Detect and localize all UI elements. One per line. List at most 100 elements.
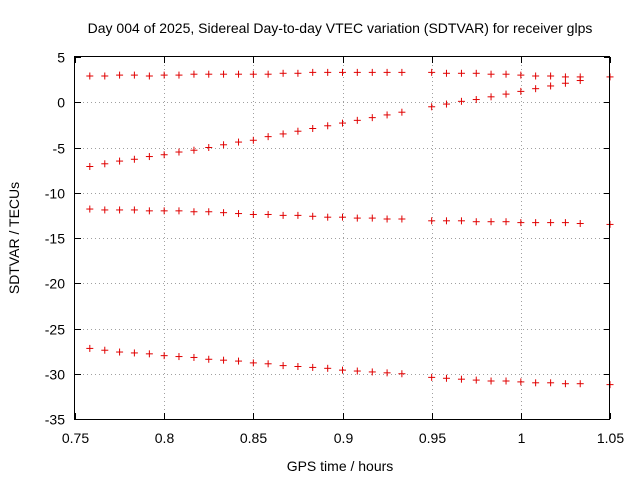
- data-point-track-2: [368, 114, 376, 122]
- data-point-track-2: [309, 124, 317, 132]
- data-point-track-4: [205, 355, 213, 363]
- data-point-track-3: [294, 211, 302, 219]
- data-point-track-3: [398, 215, 406, 223]
- data-point-track-3: [472, 218, 480, 226]
- data-point-track-4: [294, 363, 302, 371]
- data-point-track-2: [398, 108, 406, 116]
- data-point-track-3: [116, 206, 124, 214]
- data-point-track-2: [502, 90, 510, 98]
- data-point-track-4: [309, 363, 317, 371]
- data-point-track-2: [561, 79, 569, 87]
- x-tick-label: 0.95: [419, 430, 446, 446]
- data-point-track-2: [175, 148, 183, 156]
- data-point-track-1: [517, 71, 525, 79]
- y-tick-label: -5: [53, 141, 66, 157]
- data-point-track-2: [339, 119, 346, 127]
- data-point-track-4: [353, 367, 361, 375]
- data-point-track-3: [86, 205, 94, 213]
- data-point-track-2: [116, 157, 124, 165]
- data-point-track-1: [249, 70, 257, 78]
- data-point-track-3: [190, 208, 198, 216]
- data-point-track-2: [353, 116, 361, 124]
- data-point-track-4: [116, 348, 124, 356]
- data-point-track-2: [160, 151, 168, 159]
- data-point-track-1: [145, 72, 153, 80]
- data-point-track-3: [205, 208, 213, 216]
- data-point-track-3: [324, 213, 332, 221]
- data-point-track-3: [145, 207, 153, 215]
- data-point-track-1: [116, 71, 124, 79]
- data-point-track-3: [264, 210, 272, 218]
- data-point-track-1: [532, 72, 540, 80]
- data-point-track-4: [235, 357, 243, 365]
- data-point-track-2: [383, 111, 391, 119]
- data-point-track-3: [547, 219, 555, 227]
- ticks-layer: 0.75 0.8 0.85 0.9 0.95 1 1.05 5 0 -5 -10 -15 -20 -25 -…: [45, 50, 625, 447]
- data-point-track-2: [235, 138, 243, 146]
- data-point-track-1: [309, 68, 317, 76]
- data-point-track-4: [383, 369, 391, 377]
- data-point-track-4: [472, 376, 480, 384]
- data-point-track-4: [487, 377, 495, 385]
- data-point-track-3: [561, 219, 569, 227]
- data-point-track-1: [457, 69, 465, 77]
- data-point-track-3: [101, 206, 109, 214]
- data-point-track-2: [294, 127, 302, 135]
- data-point-track-4: [547, 379, 555, 387]
- data-point-track-2: [101, 160, 109, 168]
- data-point-track-3: [220, 209, 228, 217]
- data-point-track-4: [264, 360, 272, 368]
- data-point-track-3: [442, 217, 450, 225]
- x-tick-label: 0.8: [155, 430, 175, 446]
- data-point-track-1: [353, 68, 361, 76]
- data-point-track-3: [160, 207, 168, 215]
- x-tick-label: 0.75: [62, 430, 89, 446]
- data-point-track-3: [532, 219, 540, 227]
- data-point-track-4: [220, 356, 228, 364]
- data-point-track-4: [517, 378, 525, 386]
- data-point-track-2: [547, 82, 555, 90]
- data-point-track-3: [235, 210, 243, 218]
- data-point-track-4: [368, 368, 376, 376]
- data-point-track-2: [130, 155, 138, 163]
- data-point-track-2: [472, 96, 480, 104]
- data-point-track-1: [279, 69, 287, 77]
- data-point-track-1: [339, 68, 346, 76]
- data-point-track-1: [561, 73, 569, 81]
- data-point-track-2: [428, 103, 436, 111]
- data-point-track-4: [561, 380, 569, 388]
- data-point-track-4: [249, 359, 257, 367]
- data-point-track-1: [294, 69, 302, 77]
- y-tick-label: -25: [45, 322, 65, 338]
- data-point-track-1: [264, 70, 272, 78]
- data-point-track-1: [130, 71, 138, 79]
- data-point-track-1: [190, 70, 198, 78]
- x-axis-label: GPS time / hours: [287, 458, 394, 474]
- y-tick-label: -30: [45, 367, 65, 383]
- data-point-track-2: [249, 136, 257, 144]
- data-point-track-2: [487, 93, 495, 101]
- data-point-track-3: [130, 206, 138, 214]
- grid-layer: [75, 57, 610, 419]
- y-tick-label: -10: [45, 186, 65, 202]
- data-point-track-1: [101, 72, 109, 80]
- data-point-track-2: [442, 100, 450, 108]
- data-point-track-1: [86, 72, 94, 80]
- data-point-track-4: [576, 380, 584, 388]
- data-point-track-2: [145, 153, 153, 161]
- data-point-track-2: [532, 85, 540, 93]
- data-point-track-1: [442, 69, 450, 77]
- data-point-track-4: [190, 353, 198, 361]
- data-point-track-1: [324, 68, 332, 76]
- data-point-track-4: [86, 344, 94, 352]
- data-point-track-2: [220, 141, 228, 149]
- data-point-track-2: [190, 146, 198, 154]
- data-point-track-4: [175, 353, 183, 361]
- data-point-track-1: [205, 70, 213, 78]
- data-point-track-1: [487, 70, 495, 78]
- data-point-track-1: [160, 71, 168, 79]
- data-point-track-2: [264, 133, 272, 141]
- y-axis-label: SDTVAR / TECUs: [6, 182, 22, 294]
- data-point-track-2: [517, 87, 525, 95]
